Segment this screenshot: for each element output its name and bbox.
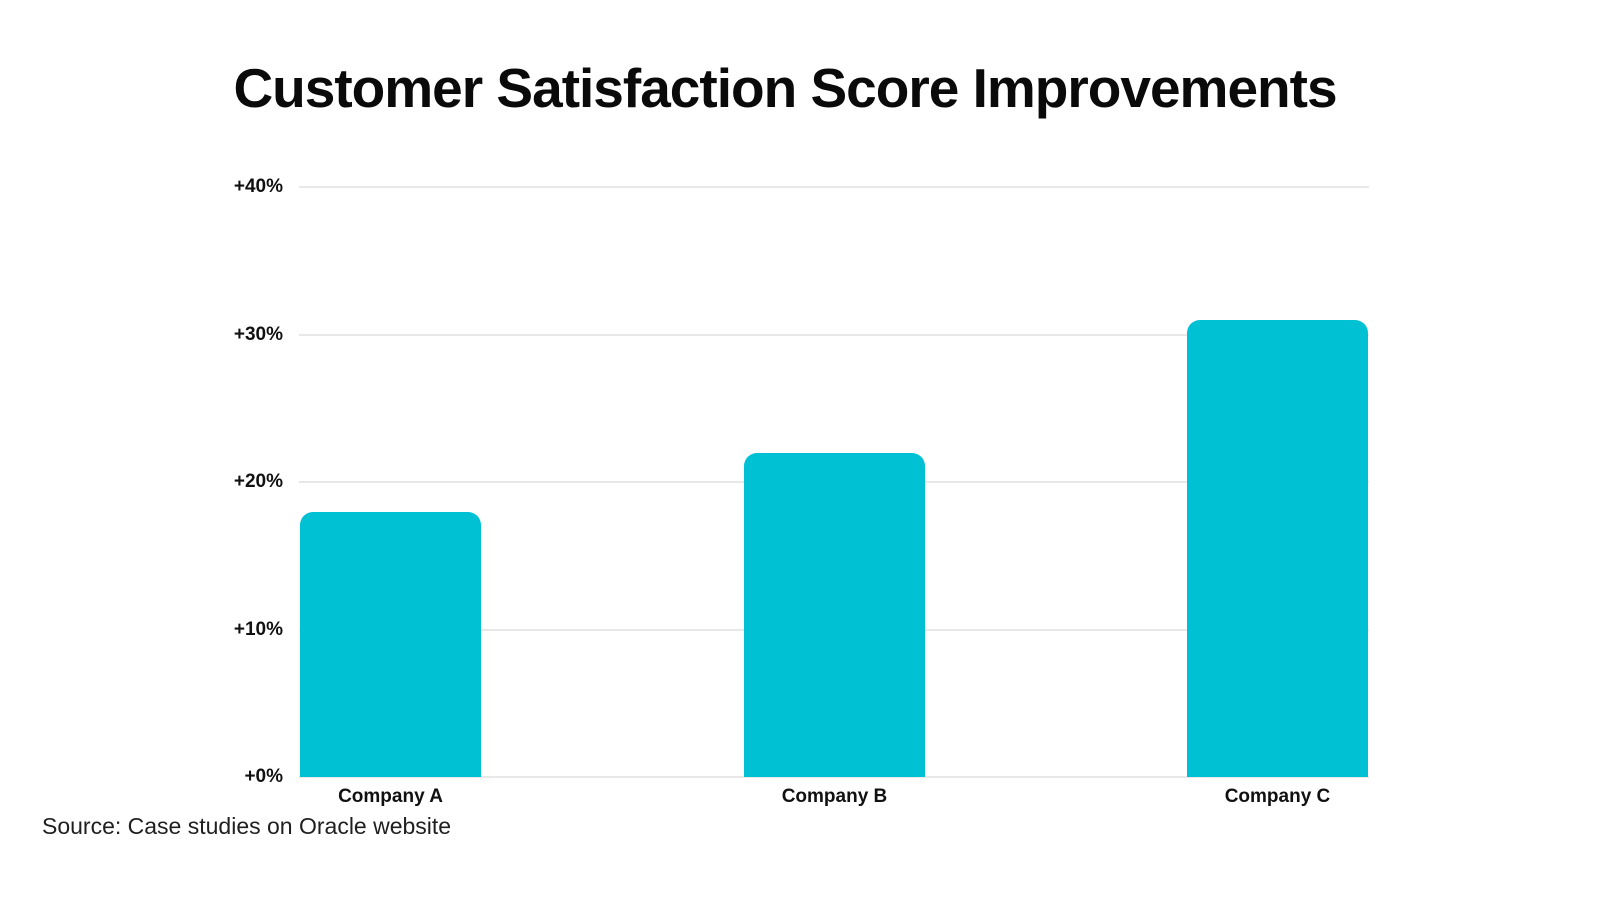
plot-area: +0% +10% +20% +30% +40% Company A Company B Co… — [234, 176, 1369, 807]
y-tick-label: +10% — [233, 618, 283, 640]
bar-company-a: Company A — [300, 511, 481, 807]
gridline — [299, 776, 1369, 778]
chart-title: Customer Satisfaction Score Improvements — [233, 57, 1337, 119]
gridline — [299, 186, 1369, 188]
x-tick-label-company-c: Company C — [1224, 786, 1331, 807]
y-tick-label: +40% — [233, 176, 283, 197]
y-tick-label: +20% — [233, 471, 283, 492]
x-tick-label-company-a: Company A — [338, 786, 443, 807]
y-tick-label: +0% — [244, 766, 283, 787]
x-tick-label-company-b: Company B — [781, 786, 888, 807]
bar-company-c: Company C — [1187, 319, 1368, 807]
gridline — [299, 333, 1369, 336]
bar-company-b: Company B — [744, 452, 925, 807]
source-note: Source: Case studies on Oracle website — [42, 813, 452, 839]
y-tick-label: +30% — [233, 323, 283, 345]
